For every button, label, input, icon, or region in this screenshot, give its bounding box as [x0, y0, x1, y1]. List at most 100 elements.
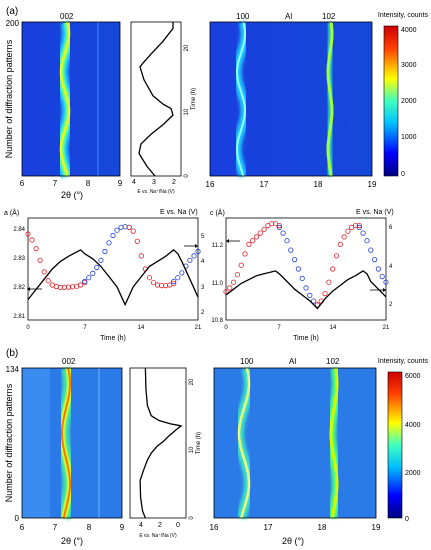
lattice-a-point — [130, 228, 136, 234]
vytick-b-0: 0 — [189, 516, 195, 520]
heatmap-b-002: 002 — [21, 357, 123, 520]
panel-label-b: (b) — [6, 348, 18, 359]
lattice-c-point — [257, 230, 263, 236]
lattice-c-point — [333, 253, 340, 259]
voltage-curve-a — [138, 22, 174, 177]
lattice-a-point — [86, 275, 92, 281]
colorbar-b-label: Intensity, counts — [378, 358, 429, 365]
a-ytick-2.81: 2.81 — [13, 314, 25, 320]
c-xlabel: Time (h) — [293, 335, 319, 342]
a-y2tick-2: 2 — [201, 310, 205, 316]
lattice-c-point — [223, 289, 229, 295]
lattice-c-point — [234, 272, 240, 278]
xlabel-b-16-19: 2θ (°) — [282, 536, 304, 546]
cbar-a-3000: 3000 — [401, 62, 417, 69]
c-ytick-11.2: 11.2 — [212, 243, 224, 249]
lattice-c-point — [360, 230, 366, 236]
lattice-a-point — [78, 282, 84, 288]
lattice-c-point — [371, 256, 378, 263]
ytick-b-134: 134 — [6, 365, 20, 374]
a-ylabel: a (Å) — [4, 208, 19, 217]
ylabel-b: Number of diffraction patterns — [4, 383, 14, 502]
lattice-a-point — [171, 280, 177, 287]
lattice-a-point — [53, 283, 59, 290]
peak-label-a-100: 100 — [236, 12, 250, 21]
a-xtick-21: 21 — [195, 325, 202, 331]
c-ytick-11.0: 11.0 — [212, 281, 224, 287]
c-y2tick-6: 6 — [389, 225, 393, 231]
tick-b-17: 17 — [264, 523, 273, 532]
lattice-c-point — [375, 266, 381, 272]
lattice-c-point — [227, 285, 233, 291]
peak-label-a-102: 102 — [322, 12, 336, 21]
c-ylabel: c (Å) — [210, 208, 225, 217]
c-y2tick-2: 2 — [389, 302, 393, 308]
x-ticks-a-002: 6 7 8 9 — [20, 179, 123, 188]
colorbar-a: Intensity, counts 4000 3000 2000 1000 0 — [378, 12, 429, 178]
tick-b-16: 16 — [210, 523, 219, 532]
lattice-a-point — [126, 224, 132, 230]
lattice-c-point — [356, 223, 362, 229]
vylabel-b: Time (h) — [196, 432, 202, 454]
c-ytick-10.8: 10.8 — [211, 318, 223, 324]
vtick-a-2: 2 — [172, 179, 176, 186]
lattice-a-point — [175, 275, 181, 281]
heatmap-b-16-19: 100 Al 102 — [213, 357, 377, 520]
peak-label-b-al: Al — [289, 357, 296, 366]
vtick-b-0: 0 — [176, 522, 180, 529]
vtick-a-3: 3 — [152, 179, 156, 186]
ylabel-a: Number of diffraction patterns — [4, 39, 14, 158]
peak-label-a-al: Al — [285, 12, 292, 21]
lattice-a-point — [57, 284, 64, 290]
peak-label-b-100: 100 — [240, 357, 254, 366]
lattice-a-point — [98, 257, 104, 263]
lattice-c-point — [253, 234, 260, 240]
c-xtick-21: 21 — [383, 325, 390, 331]
voltage-curve-b — [139, 367, 183, 519]
cbar-b-2000: 2000 — [405, 470, 421, 477]
lattice-a-point — [195, 248, 201, 255]
lattice-c-point — [322, 290, 328, 297]
vytick-b-20: 20 — [189, 378, 195, 385]
a-ytick-2.83: 2.83 — [13, 256, 25, 262]
colorbar-b: Intensity, counts 6000 4000 2000 0 — [378, 358, 429, 523]
lattice-c-point — [368, 247, 374, 253]
ytick-a-200: 200 — [6, 19, 20, 28]
lattice-c-point — [231, 279, 237, 285]
lattice-c-point — [291, 256, 298, 263]
ytick-b-0: 0 — [15, 514, 20, 523]
vytick-a-0: 0 — [184, 174, 190, 178]
a-xtick-14: 14 — [138, 325, 145, 331]
lattice-a-point — [138, 253, 144, 259]
a-y2tick-4: 4 — [201, 259, 205, 265]
c-xtick-7: 7 — [277, 325, 281, 331]
lattice-c-point — [303, 285, 309, 291]
lattice-c-point — [307, 292, 313, 298]
lattice-c-point — [345, 228, 351, 234]
x-ticks-b-002: 6 7 8 9 — [20, 523, 125, 532]
panel-label-a: (a) — [6, 6, 18, 17]
lattice-c-point — [288, 247, 294, 253]
tick-a-19: 19 — [368, 180, 377, 189]
cbar-b-6000: 6000 — [405, 373, 421, 380]
lattice-c-point — [337, 241, 343, 247]
lattice-c-point — [280, 230, 286, 236]
lattice-a-point — [106, 240, 112, 246]
lattice-c-point — [364, 238, 370, 244]
cbar-b-4000: 4000 — [405, 422, 421, 429]
lattice-a-point — [146, 275, 152, 281]
lattice-c-point — [246, 241, 252, 247]
a-ytick-2.82: 2.82 — [13, 285, 25, 291]
lattice-a-point — [37, 257, 43, 263]
lattice-c-plot: c (Å) E vs. Na (V) Time (h) 11.2 11.0 10… — [210, 208, 394, 342]
a-ytick-2.84: 2.84 — [13, 227, 25, 233]
voltage-line-a — [27, 249, 199, 307]
colorbar-a-label: Intensity, counts — [378, 12, 429, 19]
lattice-a-point — [29, 237, 35, 243]
lattice-c-point — [379, 273, 385, 280]
vtick-b-4: 4 — [139, 522, 143, 529]
lattice-c-point — [276, 224, 282, 230]
lattice-c-point — [383, 279, 389, 285]
lattice-a-plot: a (Å) E vs. Na (V) Time (h) 2.84 2.83 2.… — [4, 208, 205, 342]
tick-a-002-6: 6 — [20, 179, 25, 188]
